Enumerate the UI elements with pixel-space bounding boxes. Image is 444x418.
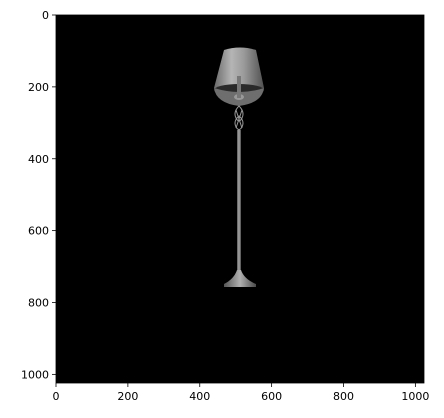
lamp-ornament (234, 105, 244, 130)
x-tick-label: 0 (53, 390, 60, 403)
lamp-shade (214, 47, 264, 92)
floor-lamp (214, 47, 264, 287)
y-axis-ticks: 0 200 400 600 800 1000 (21, 9, 56, 381)
axes-frame (55, 14, 425, 384)
y-tick-label: 400 (28, 153, 49, 166)
y-tick-label: 800 (28, 297, 49, 310)
x-tick-label: 1000 (401, 390, 429, 403)
y-tick-label: 0 (42, 9, 49, 22)
lamp-base (224, 270, 256, 287)
y-tick-label: 200 (28, 81, 49, 94)
x-tick-label: 400 (189, 390, 210, 403)
x-axis-ticks: 0 200 400 600 800 1000 (53, 383, 429, 403)
lamp-pole (237, 130, 241, 270)
y-tick-label: 1000 (21, 368, 49, 381)
x-tick-label: 800 (333, 390, 354, 403)
y-tick-label: 600 (28, 225, 49, 238)
x-tick-label: 600 (261, 390, 282, 403)
x-tick-label: 200 (117, 390, 138, 403)
